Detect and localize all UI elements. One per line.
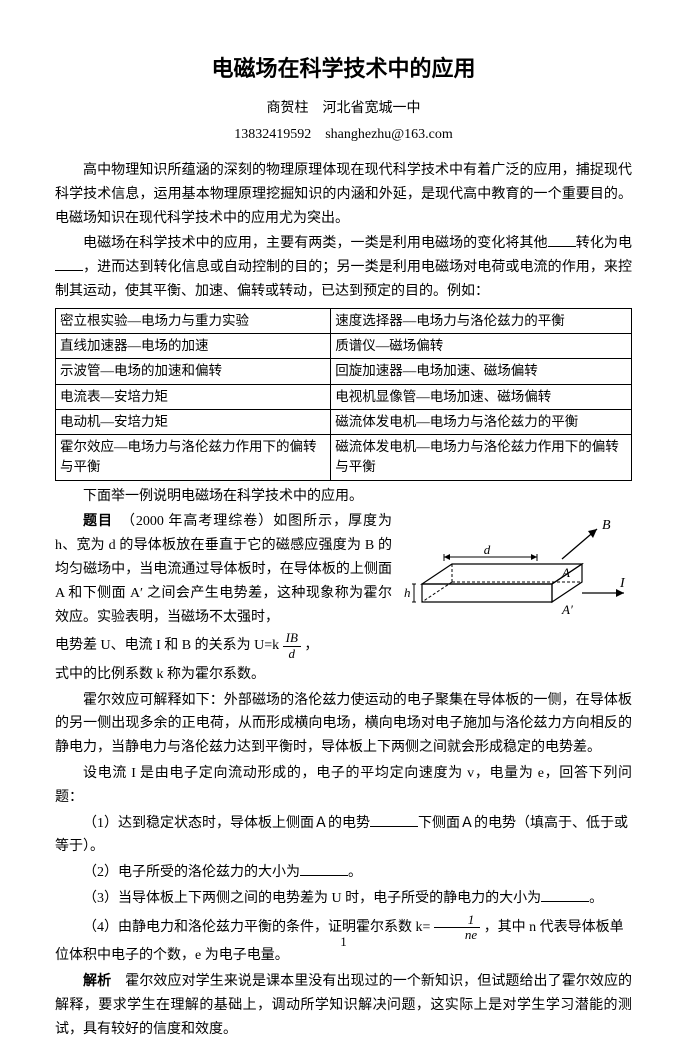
cell: 电流表—安培力矩 <box>56 384 331 409</box>
hall-effect-diagram: d h B I A A′ <box>402 514 632 634</box>
fraction-ibd: IBd <box>283 631 301 661</box>
table-row: 直线加速器—电场的加速质谱仪—磁场偏转 <box>56 334 632 359</box>
intro2a: 电磁场在科学技术中的应用，主要有两类，一类是利用电磁场的变化将其他 <box>83 236 548 251</box>
label-d: d <box>484 542 491 557</box>
cell: 质谱仪—磁场偏转 <box>331 334 632 359</box>
label-Ap: A′ <box>561 602 573 617</box>
page-number: 1 <box>0 931 687 953</box>
table-row: 电动机—安培力矩磁流体发电机—电场力与洛伦兹力的平衡 <box>56 409 632 434</box>
q2b: 。 <box>348 865 362 880</box>
blank-q1 <box>370 813 418 827</box>
cell: 电视机显像管—电场加速、磁场偏转 <box>331 384 632 409</box>
q2a: （2）电子所受的洛伦兹力的大小为 <box>83 865 300 880</box>
table-row: 密立根实验—电场力与重力实验速度选择器—电场力与洛伦兹力的平衡 <box>56 308 632 333</box>
after-table-line: 下面举一例说明电磁场在科学技术中的应用。 <box>55 485 632 509</box>
label-h: h <box>404 585 411 600</box>
examples-table: 密立根实验—电场力与重力实验速度选择器—电场力与洛伦兹力的平衡 直线加速器—电场… <box>55 308 632 481</box>
q3b: 。 <box>589 891 603 906</box>
explain-paragraph: 霍尔效应可解释如下：外部磁场的洛伦兹力使运动的电子聚集在导体板的一侧，在导体板的… <box>55 689 632 760</box>
blank-q3 <box>541 888 589 902</box>
answer-label: 解析 <box>83 974 111 989</box>
cell: 磁流体发电机—电场力与洛伦兹力的平衡 <box>331 409 632 434</box>
cell: 磁流体发电机—电场力与洛伦兹力作用下的偏转与平衡 <box>331 435 632 481</box>
blank-q2 <box>300 862 348 876</box>
problem-block: d h B I A A′ 题目 （2000 年高考理综卷）如图所示，厚度为 h、… <box>55 510 632 688</box>
blank-fill-1 <box>548 233 576 247</box>
label-B: B <box>602 518 611 533</box>
table-row: 电流表—安培力矩电视机显像管—电场加速、磁场偏转 <box>56 384 632 409</box>
cell: 示波管—电场的加速和偏转 <box>56 359 331 384</box>
question-2: （2）电子所受的洛伦兹力的大小为 。 <box>55 861 632 885</box>
problem-b-post: ， <box>301 638 319 653</box>
set-paragraph: 设电流 I 是由电子定向流动形成的，电子的平均定向速度为 v，电量为 e，回答下… <box>55 762 632 810</box>
problem-b-pre: 电势差 U、电流 I 和 B 的关系为 U=k <box>55 638 279 653</box>
cell: 速度选择器—电场力与洛伦兹力的平衡 <box>331 308 632 333</box>
intro2b: 转化为电 <box>576 236 632 251</box>
label-A: A <box>561 565 570 580</box>
table-row: 霍尔效应—电场力与洛伦兹力作用下的偏转与平衡磁流体发电机—电场力与洛伦兹力作用下… <box>56 435 632 481</box>
answer-paragraph: 解析 霍尔效应对学生来说是课本里没有出现过的一个新知识，但试题给出了霍尔效应的解… <box>55 970 632 1041</box>
cell: 密立根实验—电场力与重力实验 <box>56 308 331 333</box>
problem-label: 题目 <box>83 514 113 529</box>
cell: 回旋加速器—电场加速、磁场偏转 <box>331 359 632 384</box>
author-line: 商贺柱 河北省宽城一中 <box>55 97 632 121</box>
page-title: 电磁场在科学技术中的应用 <box>55 50 632 87</box>
problem-formula-line: 电势差 U、电流 I 和 B 的关系为 U=k IBd ， <box>55 631 632 661</box>
problem-text-c: 式中的比例系数 k 称为霍尔系数。 <box>55 663 632 687</box>
question-3: （3）当导体板上下两侧之间的电势差为 U 时，电子所受的静电力的大小为 。 <box>55 887 632 911</box>
label-I: I <box>619 576 626 591</box>
contact-line: 13832419592 shanghezhu@163.com <box>55 123 632 147</box>
intro-paragraph-2: 电磁场在科学技术中的应用，主要有两类，一类是利用电磁场的变化将其他 转化为电 ，进而… <box>55 232 632 303</box>
question-1: （1）达到稳定状态时，导体板上侧面Ａ的电势下侧面Ａ的电势（填高于、低于或等于）。 <box>55 812 632 860</box>
blank-fill-2 <box>55 257 83 271</box>
cell: 直线加速器—电场的加速 <box>56 334 331 359</box>
cell: 电动机—安培力矩 <box>56 409 331 434</box>
intro2c: ，进而达到转化信息或自动控制的目的；另一类是利用电磁场对电荷或电流的作用，来控制… <box>55 260 632 299</box>
table-row: 示波管—电场的加速和偏转回旋加速器—电场加速、磁场偏转 <box>56 359 632 384</box>
q1a: （1）达到稳定状态时，导体板上侧面Ａ的电势 <box>83 816 370 831</box>
cell: 霍尔效应—电场力与洛伦兹力作用下的偏转与平衡 <box>56 435 331 481</box>
answer-text: 霍尔效应对学生来说是课本里没有出现过的一个新知识，但试题给出了霍尔效应的解释，要… <box>55 974 632 1037</box>
intro-paragraph-1: 高中物理知识所蕴涵的深刻的物理原理体现在现代科学技术中有着广泛的应用，捕捉现代科… <box>55 159 632 230</box>
q3a: （3）当导体板上下两侧之间的电势差为 U 时，电子所受的静电力的大小为 <box>83 891 541 906</box>
problem-a: （2000 年高考理综卷）如图所示，厚度为 h、宽为 d 的导体板放在垂直于它的… <box>55 514 392 624</box>
